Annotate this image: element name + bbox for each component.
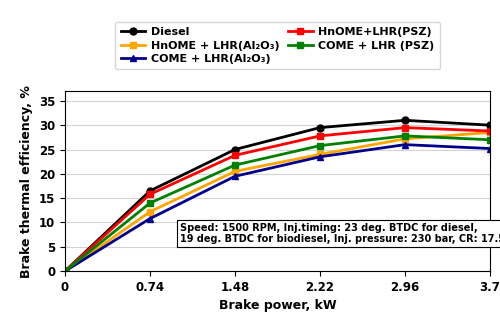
Diesel xyxy=(317,126,323,130)
HnOME+LHR(PSZ) xyxy=(147,192,153,196)
COME + LHR(Al₂O₃) xyxy=(402,143,408,146)
COME + LHR(Al₂O₃) xyxy=(232,174,238,178)
Y-axis label: Brake thermal efficiency, %: Brake thermal efficiency, % xyxy=(20,85,34,278)
COME + LHR (PSZ) xyxy=(402,134,408,138)
Line: COME + LHR(Al₂O₃): COME + LHR(Al₂O₃) xyxy=(62,141,494,275)
Line: HnOME+LHR(PSZ): HnOME+LHR(PSZ) xyxy=(62,124,494,275)
COME + LHR (PSZ) xyxy=(232,163,238,167)
HnOME + LHR(Al₂O₃) xyxy=(487,130,493,134)
COME + LHR(Al₂O₃) xyxy=(487,147,493,151)
X-axis label: Brake power, kW: Brake power, kW xyxy=(218,300,336,312)
Legend: Diesel, HnOME + LHR(Al₂O₃), COME + LHR(Al₂O₃), HnOME+LHR(PSZ), COME + LHR (PSZ),: Diesel, HnOME + LHR(Al₂O₃), COME + LHR(A… xyxy=(115,22,440,70)
COME + LHR(Al₂O₃) xyxy=(62,269,68,273)
COME + LHR (PSZ) xyxy=(487,138,493,142)
Line: HnOME + LHR(Al₂O₃): HnOME + LHR(Al₂O₃) xyxy=(62,129,494,275)
HnOME + LHR(Al₂O₃) xyxy=(232,169,238,173)
Diesel xyxy=(147,189,153,193)
COME + LHR(Al₂O₃) xyxy=(317,155,323,159)
Diesel xyxy=(232,148,238,152)
HnOME + LHR(Al₂O₃) xyxy=(62,269,68,273)
COME + LHR (PSZ) xyxy=(147,201,153,205)
Line: COME + LHR (PSZ): COME + LHR (PSZ) xyxy=(62,132,494,275)
HnOME+LHR(PSZ) xyxy=(487,129,493,133)
COME + LHR(Al₂O₃) xyxy=(147,217,153,220)
HnOME+LHR(PSZ) xyxy=(232,153,238,157)
COME + LHR (PSZ) xyxy=(62,269,68,273)
HnOME+LHR(PSZ) xyxy=(402,126,408,130)
Diesel xyxy=(487,123,493,127)
HnOME + LHR(Al₂O₃) xyxy=(402,137,408,141)
Text: Speed: 1500 RPM, Inj.timing: 23 deg. BTDC for diesel,
19 deg. BTDC for biodiesel: Speed: 1500 RPM, Inj.timing: 23 deg. BTD… xyxy=(180,223,500,244)
HnOME+LHR(PSZ) xyxy=(62,269,68,273)
HnOME+LHR(PSZ) xyxy=(317,134,323,138)
Diesel xyxy=(62,269,68,273)
Diesel xyxy=(402,118,408,122)
Line: Diesel: Diesel xyxy=(62,117,494,275)
HnOME + LHR(Al₂O₃) xyxy=(317,152,323,156)
HnOME + LHR(Al₂O₃) xyxy=(147,210,153,214)
COME + LHR (PSZ) xyxy=(317,144,323,147)
